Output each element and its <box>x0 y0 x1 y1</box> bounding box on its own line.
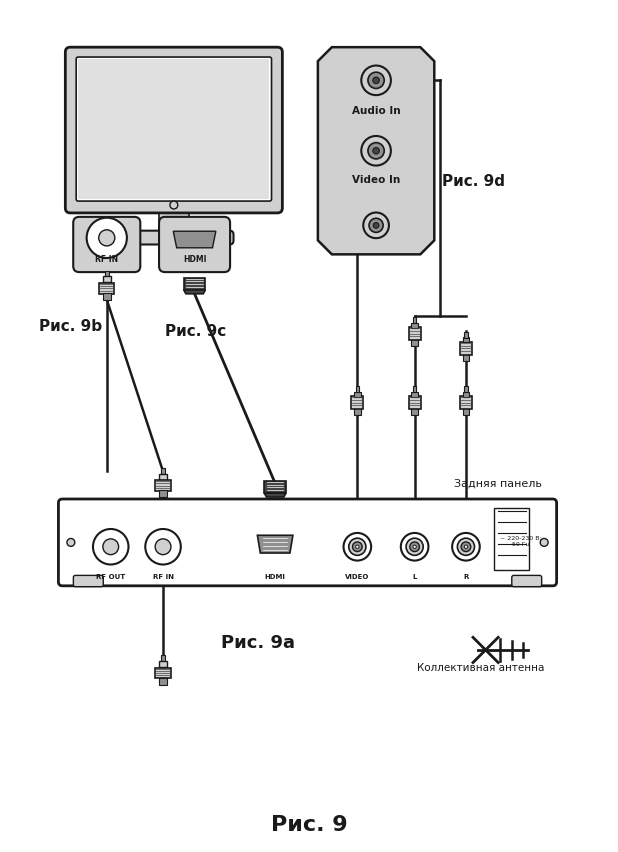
Text: HDMI: HDMI <box>265 574 286 580</box>
Bar <box>161 655 165 661</box>
Bar <box>265 481 286 493</box>
Text: HDMI: HDMI <box>183 256 206 264</box>
FancyBboxPatch shape <box>159 217 230 272</box>
Bar <box>412 339 418 346</box>
Bar <box>161 468 165 474</box>
Polygon shape <box>257 535 293 553</box>
Circle shape <box>461 542 471 551</box>
Text: RF IN: RF IN <box>153 574 174 580</box>
Circle shape <box>87 218 127 258</box>
Text: Audio In: Audio In <box>352 106 400 117</box>
Circle shape <box>368 72 384 89</box>
Circle shape <box>373 77 379 83</box>
Circle shape <box>452 533 480 561</box>
Bar <box>413 386 417 392</box>
Bar <box>184 278 205 291</box>
Circle shape <box>413 545 417 549</box>
Bar <box>460 396 472 409</box>
Bar <box>159 474 167 480</box>
Bar <box>408 327 421 340</box>
Circle shape <box>352 542 362 551</box>
Polygon shape <box>184 290 205 294</box>
Bar <box>460 342 472 354</box>
Circle shape <box>369 218 383 233</box>
FancyBboxPatch shape <box>74 575 103 587</box>
FancyBboxPatch shape <box>66 47 282 213</box>
Circle shape <box>373 147 379 154</box>
Circle shape <box>103 538 119 555</box>
Bar <box>159 491 167 498</box>
Text: Рис. 9c: Рис. 9c <box>165 324 226 339</box>
Bar <box>78 59 269 199</box>
Bar <box>463 392 469 397</box>
Text: L: L <box>412 574 417 580</box>
Circle shape <box>344 533 371 561</box>
Polygon shape <box>318 47 434 255</box>
FancyBboxPatch shape <box>73 217 140 272</box>
Circle shape <box>170 201 178 209</box>
Bar <box>464 332 468 338</box>
Bar <box>105 271 109 277</box>
Bar <box>494 508 529 570</box>
Text: ~ 220-230 В;
50 Гц: ~ 220-230 В; 50 Гц <box>501 535 542 546</box>
Circle shape <box>464 545 468 549</box>
Text: RF OUT: RF OUT <box>96 574 125 580</box>
Circle shape <box>363 212 389 239</box>
Circle shape <box>540 538 548 546</box>
Text: Коллективная антенна: Коллективная антенна <box>417 663 544 672</box>
Bar <box>408 396 421 409</box>
Bar <box>412 323 418 327</box>
Bar <box>464 386 468 392</box>
Bar <box>463 337 469 343</box>
Text: Рис. 9b: Рис. 9b <box>39 319 102 334</box>
Text: Рис. 9d: Рис. 9d <box>442 175 505 189</box>
Bar <box>159 678 167 685</box>
Bar <box>356 386 359 392</box>
Bar <box>103 293 111 300</box>
FancyBboxPatch shape <box>114 231 234 245</box>
Polygon shape <box>173 231 216 248</box>
Bar <box>463 354 469 361</box>
Text: RF IN: RF IN <box>95 256 118 264</box>
Bar <box>99 283 114 294</box>
FancyBboxPatch shape <box>59 499 557 586</box>
Text: Задняя панель: Задняя панель <box>454 479 541 489</box>
Circle shape <box>410 542 420 551</box>
Circle shape <box>99 230 115 246</box>
Bar <box>351 396 363 409</box>
Circle shape <box>406 538 423 556</box>
Bar <box>354 408 361 415</box>
Text: VIDEO: VIDEO <box>345 574 370 580</box>
Bar <box>159 209 189 234</box>
FancyBboxPatch shape <box>76 57 271 201</box>
Circle shape <box>155 538 171 555</box>
Bar <box>412 408 418 415</box>
Circle shape <box>362 136 391 165</box>
Text: R: R <box>464 574 468 580</box>
Text: Video In: Video In <box>352 175 400 185</box>
Bar <box>463 408 469 415</box>
Circle shape <box>401 533 428 561</box>
Circle shape <box>145 529 181 565</box>
Bar <box>159 661 167 667</box>
Circle shape <box>362 66 391 95</box>
Bar <box>412 392 418 397</box>
Bar <box>103 276 111 282</box>
Circle shape <box>457 538 475 556</box>
Circle shape <box>368 142 384 159</box>
Bar <box>155 481 171 491</box>
Circle shape <box>67 538 75 546</box>
Bar <box>155 668 171 678</box>
Bar <box>354 392 361 397</box>
Text: Рис. 9а: Рис. 9а <box>221 634 295 652</box>
Text: Рис. 9: Рис. 9 <box>271 815 347 835</box>
Polygon shape <box>265 493 286 497</box>
Circle shape <box>373 222 379 228</box>
Circle shape <box>93 529 129 565</box>
Circle shape <box>356 545 359 549</box>
Bar <box>413 317 417 323</box>
Circle shape <box>349 538 366 556</box>
FancyBboxPatch shape <box>512 575 541 587</box>
